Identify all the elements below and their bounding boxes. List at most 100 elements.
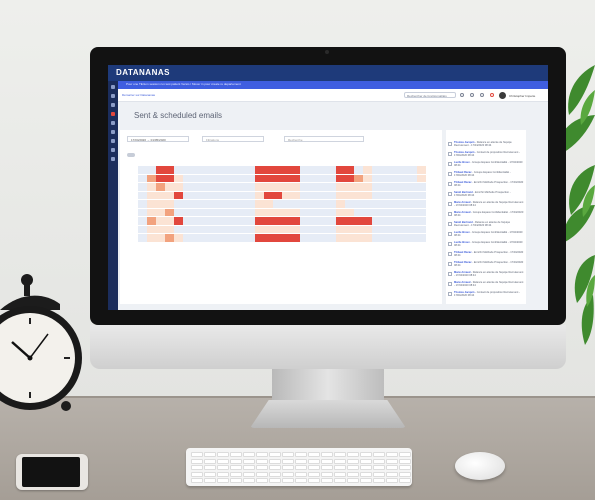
heatmap-cell[interactable] [237,183,246,191]
heatmap-cell[interactable] [264,166,273,174]
heatmap-cell[interactable] [390,191,399,200]
heatmap-cell[interactable] [174,174,183,183]
heatmap-cell[interactable] [273,191,282,200]
heatmap-cell[interactable] [156,225,165,234]
list-item[interactable]: Thibaut Rézac - Groupe Espace Confidenti… [448,171,524,180]
heatmap-cell[interactable] [282,191,291,200]
heatmap-cell[interactable] [138,183,147,191]
heatmap-cell[interactable] [309,166,318,174]
heatmap-cell[interactable] [201,234,210,242]
search-field[interactable]: Recherche [284,136,364,142]
heatmap-cell[interactable] [318,200,327,208]
heatmap-cell[interactable] [282,200,291,208]
avatar[interactable] [499,92,506,99]
heatmap-cell[interactable] [390,183,399,191]
notification-icon[interactable] [490,93,494,97]
heatmap-cell[interactable] [219,225,228,234]
heatmap-cell[interactable] [165,183,174,191]
heatmap-cell[interactable] [300,191,309,200]
heatmap-cell[interactable] [165,208,174,217]
heatmap-cell[interactable] [156,166,165,174]
heatmap-cell[interactable] [246,200,255,208]
heatmap-cell[interactable] [291,208,300,217]
heatmap-cell[interactable] [138,217,147,225]
heatmap-cell[interactable] [210,208,219,217]
heatmap-cell[interactable] [372,200,381,208]
heatmap-cell[interactable] [192,200,201,208]
logo-icon[interactable] [111,85,115,89]
heatmap-cell[interactable] [408,208,417,217]
list-item[interactable]: Thibaut Rézac - Enrichir Méthode Prospec… [448,181,524,190]
heatmap-cell[interactable] [363,200,372,208]
heatmap-cell[interactable] [291,174,300,183]
mail-icon[interactable] [111,94,115,98]
heatmap-cell[interactable] [165,191,174,200]
heatmap-cell[interactable] [381,200,390,208]
heatmap-cell[interactable] [156,174,165,183]
heatmap-cell[interactable] [282,166,291,174]
heatmap-cell[interactable] [336,174,345,183]
heatmap-cell[interactable] [363,217,372,225]
heatmap-cell[interactable] [354,208,363,217]
heatmap-cell[interactable] [363,183,372,191]
heatmap-cell[interactable] [381,217,390,225]
heatmap-cell[interactable] [327,174,336,183]
heatmap-cell[interactable] [165,225,174,234]
heatmap-cell[interactable] [138,208,147,217]
heatmap-cell[interactable] [390,225,399,234]
gift-icon[interactable] [480,93,484,97]
heatmap-cell[interactable] [381,166,390,174]
heatmap-cell[interactable] [264,200,273,208]
heatmap-cell[interactable] [273,217,282,225]
heatmap-cell[interactable] [363,234,372,242]
heatmap-cell[interactable] [381,234,390,242]
heatmap-cell[interactable] [318,174,327,183]
heatmap-cell[interactable] [264,191,273,200]
heatmap-cell[interactable] [345,234,354,242]
heatmap-cell[interactable] [147,225,156,234]
list-item[interactable]: Lucile Broux - Groupe Espace Confidentia… [448,161,524,170]
heatmap-cell[interactable] [408,217,417,225]
heatmap-cell[interactable] [174,234,183,242]
view-toggle[interactable] [127,153,135,157]
heatmap-cell[interactable] [237,217,246,225]
heatmap-cell[interactable] [327,208,336,217]
heatmap-cell[interactable] [183,225,192,234]
heatmap-cell[interactable] [318,208,327,217]
heatmap-cell[interactable] [255,208,264,217]
heatmap-cell[interactable] [354,200,363,208]
heatmap-cell[interactable] [255,234,264,242]
heatmap-cell[interactable] [318,191,327,200]
heatmap-cell[interactable] [264,174,273,183]
heatmap-cell[interactable] [408,166,417,174]
heatmap-cell[interactable] [372,234,381,242]
heatmap-cell[interactable] [363,191,372,200]
heatmap-cell[interactable] [210,183,219,191]
settings-icon[interactable] [111,157,115,161]
heatmap-cell[interactable] [399,166,408,174]
filter-select[interactable]: Filtrations [202,136,264,142]
heatmap-cell[interactable] [264,234,273,242]
heatmap-cell[interactable] [372,191,381,200]
heatmap-cell[interactable] [354,166,363,174]
heatmap-cell[interactable] [147,183,156,191]
heatmap-cell[interactable] [192,217,201,225]
heatmap-cell[interactable] [345,200,354,208]
heatmap-cell[interactable] [399,191,408,200]
heatmap-cell[interactable] [327,191,336,200]
heatmap-cell[interactable] [165,217,174,225]
heatmap-cell[interactable] [192,166,201,174]
heatmap-cell[interactable] [210,174,219,183]
heatmap-cell[interactable] [291,200,300,208]
heatmap-cell[interactable] [183,200,192,208]
heatmap-cell[interactable] [354,234,363,242]
list-item[interactable]: Thomas Jacquin - Relance en attente de l… [448,141,524,150]
heatmap-cell[interactable] [417,208,426,217]
heatmap-cell[interactable] [147,208,156,217]
heatmap-cell[interactable] [147,234,156,242]
heatmap-cell[interactable] [363,166,372,174]
heatmap-cell[interactable] [327,234,336,242]
heatmap-cell[interactable] [399,208,408,217]
heatmap-cell[interactable] [156,208,165,217]
heatmap-cell[interactable] [291,217,300,225]
